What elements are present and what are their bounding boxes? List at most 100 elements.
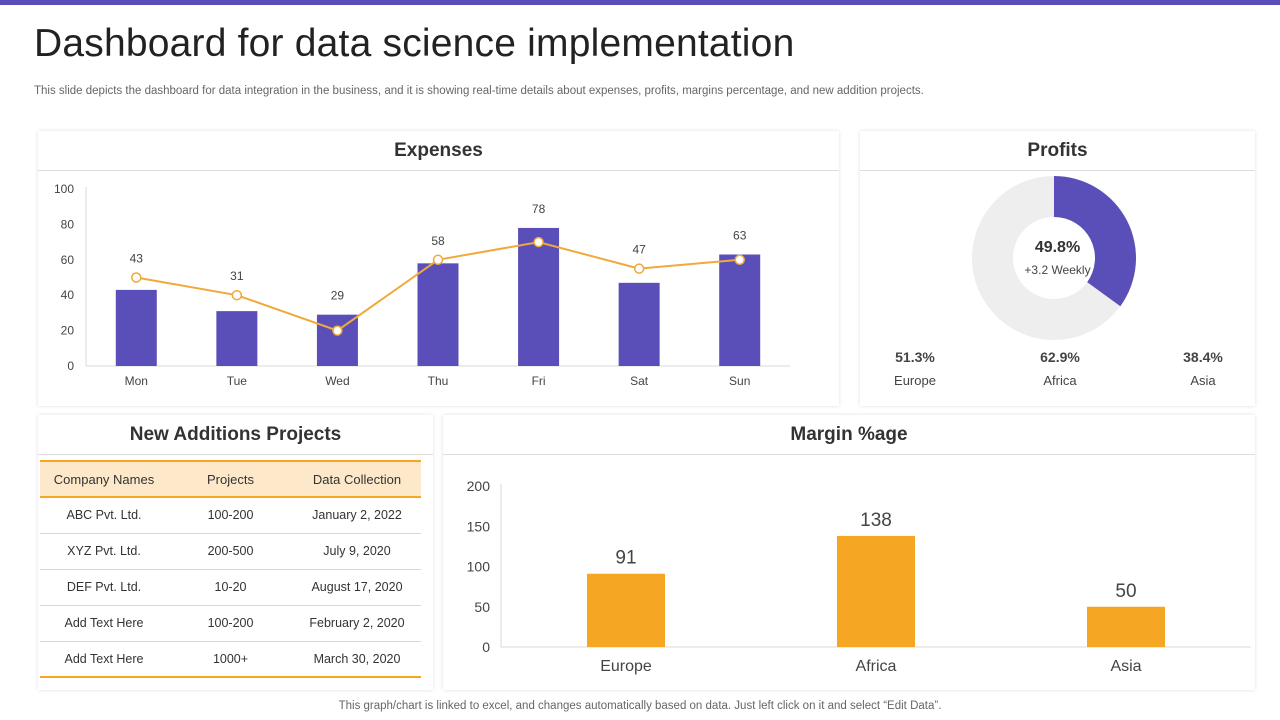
projects-table: Company Names Projects Data Collection A… <box>40 460 421 678</box>
x-tick-label: Asia <box>1110 658 1141 675</box>
column-header-data-collection[interactable]: Data Collection <box>293 460 421 498</box>
page-subtitle: This slide depicts the dashboard for dat… <box>34 85 924 97</box>
data-label: 63 <box>733 228 747 242</box>
profits-panel: Profits 49.8% +3.2 Weekly 51.3% Europe 6… <box>860 131 1255 406</box>
y-tick-label: 50 <box>474 599 490 615</box>
x-tick-label: Tue <box>227 374 248 388</box>
bar <box>837 535 915 647</box>
line-point <box>633 263 645 274</box>
table-row: ABC Pvt. Ltd. 100-200 January 2, 2022 <box>40 497 421 534</box>
bar <box>115 289 157 366</box>
top-accent-bar <box>0 0 1280 5</box>
table-row: DEF Pvt. Ltd. 10-20 August 17, 2020 <box>40 569 421 606</box>
column-header-company[interactable]: Company Names <box>40 460 168 498</box>
line-point <box>734 254 745 266</box>
data-label: 50 <box>1115 581 1136 602</box>
cell-projects: 10-20 <box>168 569 293 606</box>
cell-date: January 2, 2022 <box>293 497 421 534</box>
data-label: 58 <box>431 234 445 248</box>
cell-company: ABC Pvt. Ltd. <box>40 497 168 534</box>
cell-date: July 9, 2020 <box>293 533 421 570</box>
y-tick-label: 200 <box>467 478 491 494</box>
cell-company: Add Text Here <box>40 641 168 678</box>
x-tick-label: Sun <box>729 374 750 388</box>
data-label: 47 <box>632 243 646 257</box>
region-value: 51.3% <box>895 349 935 365</box>
data-label: 91 <box>615 548 636 569</box>
data-label: 43 <box>130 252 144 266</box>
cell-company: XYZ Pvt. Ltd. <box>40 533 168 570</box>
column-header-projects[interactable]: Projects <box>168 460 293 498</box>
y-tick-label: 60 <box>61 253 75 267</box>
bar <box>1087 606 1165 647</box>
region-africa: 62.9% Africa <box>1005 349 1115 388</box>
cell-date: February 2, 2020 <box>293 605 421 642</box>
bar <box>587 573 665 647</box>
donut-segment <box>1054 176 1136 307</box>
region-name: Europe <box>894 373 936 388</box>
x-tick-label: Thu <box>428 374 449 388</box>
y-tick-label: 0 <box>482 639 490 655</box>
cell-projects: 100-200 <box>168 605 293 642</box>
line-point <box>533 236 544 248</box>
bar <box>719 254 761 366</box>
footer-note: This graph/chart is linked to excel, and… <box>338 700 942 712</box>
x-tick-label: Mon <box>125 374 148 388</box>
projects-title: New Additions Projects <box>38 415 433 455</box>
data-label: 31 <box>230 269 244 283</box>
line-point <box>432 254 444 266</box>
x-tick-label: Europe <box>600 658 652 675</box>
region-asia: 38.4% Asia <box>1148 349 1258 388</box>
region-value: 62.9% <box>1040 349 1080 365</box>
bar <box>316 314 358 366</box>
y-tick-label: 150 <box>467 518 491 534</box>
line-point <box>131 272 142 283</box>
expenses-chart[interactable]: 0 20 40 60 80 100 Mon Tue Wed Thu Fri Sat Sun 43 31 29 5… <box>38 131 839 406</box>
donut-center-subtext: +3.2 Weekly <box>1024 263 1091 277</box>
y-tick-label: 100 <box>54 182 74 196</box>
bar <box>518 227 560 366</box>
region-value: 38.4% <box>1183 349 1223 365</box>
line-point <box>332 325 343 336</box>
data-label: 78 <box>532 202 546 216</box>
margin-chart[interactable]: 0 50 100 150 200 91 Europe 138 Africa 50 Asia <box>443 415 1255 690</box>
region-europe: 51.3% Europe <box>860 349 970 388</box>
bar <box>618 282 660 366</box>
projects-panel: New Additions Projects Company Names Pro… <box>38 415 433 690</box>
cell-projects: 100-200 <box>168 497 293 534</box>
profits-donut-chart[interactable] <box>860 131 1255 406</box>
data-label: 138 <box>860 510 892 531</box>
table-row: Add Text Here 100-200 February 2, 2020 <box>40 605 421 642</box>
x-tick-label: Fri <box>532 374 546 388</box>
profits-title: Profits <box>860 131 1255 171</box>
table-row: XYZ Pvt. Ltd. 200-500 July 9, 2020 <box>40 533 421 570</box>
expenses-panel: Expenses 0 20 40 60 80 100 Mon Tue Wed Thu Fri Sat S… <box>38 131 839 406</box>
cell-projects: 1000+ <box>168 641 293 678</box>
y-tick-label: 100 <box>467 559 491 575</box>
cell-date: August 17, 2020 <box>293 569 421 606</box>
y-tick-label: 40 <box>61 288 75 302</box>
cell-date: March 30, 2020 <box>293 641 421 678</box>
line-point <box>231 289 243 301</box>
table-row: Add Text Here 1000+ March 30, 2020 <box>40 641 421 678</box>
cell-projects: 200-500 <box>168 533 293 570</box>
margin-title: Margin %age <box>443 415 1255 455</box>
table-header-row: Company Names Projects Data Collection <box>40 460 421 498</box>
y-tick-label: 0 <box>67 359 74 373</box>
bar <box>417 263 459 366</box>
y-tick-label: 20 <box>61 324 75 338</box>
y-tick-label: 80 <box>61 217 75 231</box>
x-tick-label: Africa <box>856 658 897 675</box>
page-title: Dashboard for data science implementatio… <box>34 22 795 65</box>
cell-company: Add Text Here <box>40 605 168 642</box>
bar <box>216 311 258 366</box>
margin-panel: Margin %age 0 50 100 150 200 91 Europe 138 Afric… <box>443 415 1255 690</box>
region-name: Africa <box>1043 373 1077 388</box>
cell-company: DEF Pvt. Ltd. <box>40 569 168 606</box>
donut-center-value: 49.8% <box>1034 239 1081 256</box>
data-label: 29 <box>331 289 345 303</box>
region-name: Asia <box>1190 373 1216 388</box>
expenses-title: Expenses <box>38 131 839 171</box>
x-tick-label: Sat <box>630 374 649 388</box>
x-tick-label: Wed <box>325 374 349 388</box>
